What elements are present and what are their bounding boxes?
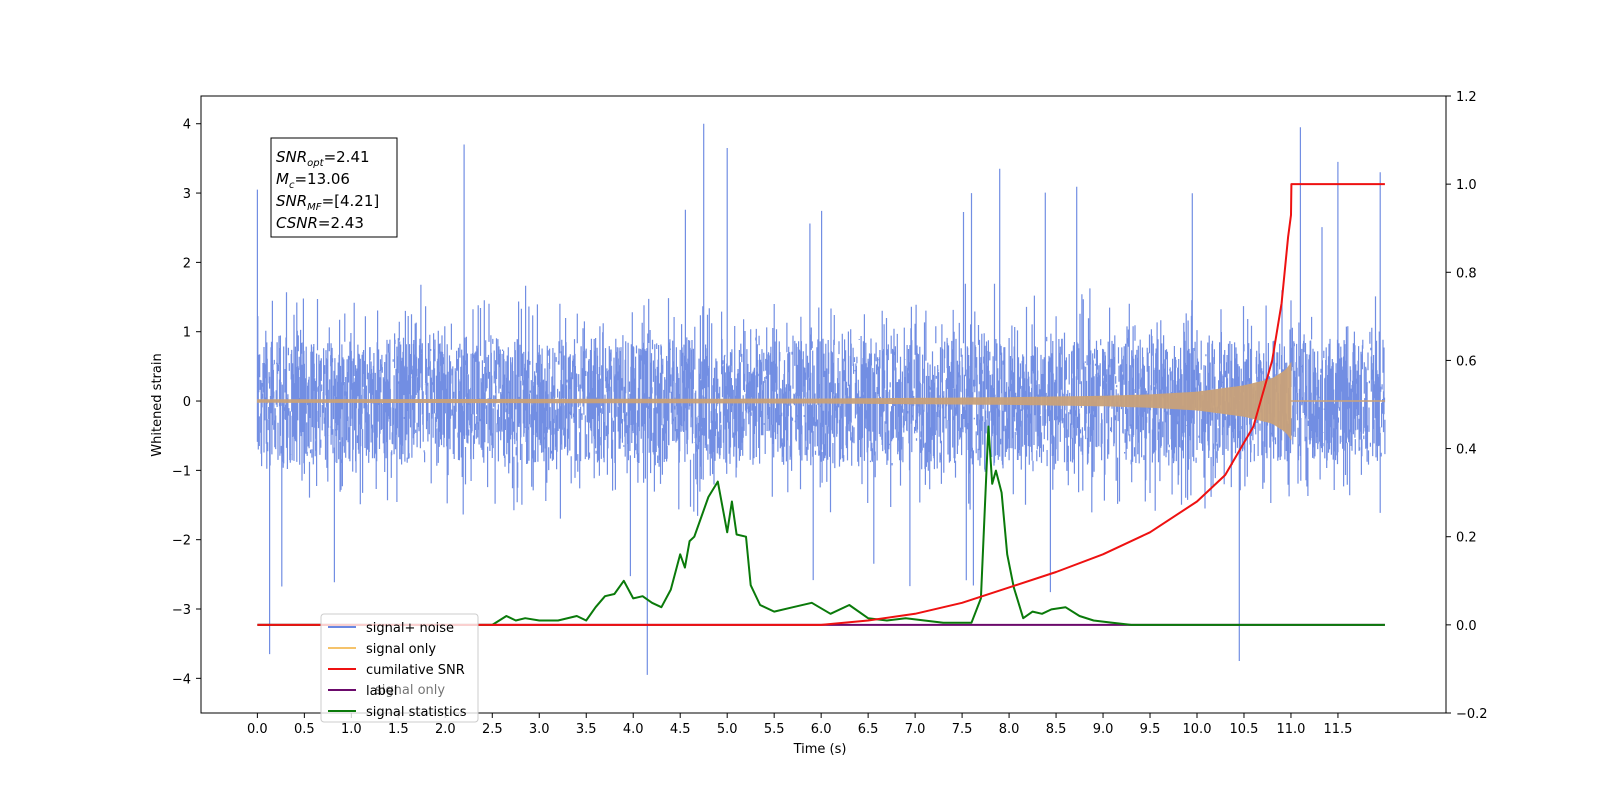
y-tick-label: 1 [183,326,191,341]
y2-tick-label: 0.6 [1456,354,1477,369]
cumulative-snr-line [257,183,1385,626]
x-tick-label: 5.0 [717,722,738,737]
signal-statistics-series [257,425,1385,626]
stats-value: =[4.21] [322,192,380,210]
x-tick-label: 5.5 [764,722,785,737]
legend-label: signal only [366,642,436,657]
legend-underlying-text: signal only [375,683,445,698]
x-tick-label: 9.0 [1093,722,1114,737]
x-tick-label: 4.5 [670,722,691,737]
x-tick-label: 4.0 [623,722,644,737]
signal-statistics-line [257,425,1385,626]
x-tick-label: 1.5 [388,722,409,737]
signal-only-series [257,361,1385,441]
x-tick-label: 1.0 [341,722,362,737]
y-tick-label: −3 [172,603,191,618]
legend-label: signal statistics [366,705,467,720]
y2-tick-label: 1.0 [1456,178,1477,193]
stats-symbol: M [276,170,289,188]
x-tick-label: 11.0 [1276,722,1305,737]
y2-tick-label: 0.4 [1456,443,1477,458]
legend-label: label [366,684,397,699]
plot-area [200,95,1447,714]
y2-tick-label: 0.8 [1456,266,1477,281]
x-tick-label: 11.5 [1323,722,1352,737]
y2-tick-label: 0.2 [1456,531,1477,546]
stats-symbol: SNR [276,148,307,166]
legend: signal only signal+ noise signal only cumil… [320,613,479,723]
signal-only-envelope [257,361,1292,441]
y-tick-label: 2 [183,256,191,271]
stats-subscript: c [289,180,295,191]
y2-tick-label: 1.2 [1456,90,1477,105]
x-tick-label: 8.5 [1046,722,1067,737]
x-tick-label: 6.0 [811,722,832,737]
y-axis-right: 1.2 1.0 0.8 0.6 0.4 0.2 0.0 −0.2 [1446,90,1488,722]
y-tick-label: 3 [183,187,191,202]
x-tick-label: 7.5 [952,722,973,737]
y-tick-label: −1 [172,464,191,479]
y-tick-label: 0 [183,395,191,410]
x-tick-label: 2.0 [435,722,456,737]
stats-value: =13.06 [294,170,350,188]
stats-line: SNRMF=[4.21] [276,192,379,213]
axes-border [200,95,1447,714]
legend-frame [320,613,479,723]
y-tick-label: 4 [183,118,191,133]
y-tick-label: −4 [172,672,191,687]
stats-value: =2.41 [324,148,370,166]
x-tick-label: 3.0 [529,722,550,737]
x-axis-label: Time (s) [793,742,847,757]
y-axis-label: Whitened strain [150,353,165,456]
x-tick-label: 10.5 [1230,722,1259,737]
stats-symbol: CSNR [276,214,318,232]
x-tick-label: 7.0 [905,722,926,737]
legend-label: cumilative SNR [366,663,465,678]
x-tick-label: 9.5 [1140,722,1161,737]
stats-line: CSNR=2.43 [276,214,364,232]
x-tick-label: 0.5 [294,722,315,737]
stats-subscript: MF [307,202,322,213]
stats-line: Mc=13.06 [276,170,350,191]
stats-subscript: opt [307,158,324,169]
cumulative-snr-series [257,183,1385,626]
stats-line: SNRopt=2.41 [276,148,370,169]
stats-value: =2.43 [318,214,364,232]
x-tick-label: 3.5 [576,722,597,737]
stats-box-frame [270,137,398,238]
x-tick-label: 10.0 [1183,722,1212,737]
legend-label: signal+ noise [366,621,454,636]
y2-tick-label: −0.2 [1456,707,1488,722]
x-tick-label: 0.0 [247,722,268,737]
x-tick-label: 2.5 [482,722,503,737]
y-axis-left: 4 3 2 1 0 −1 −2 −3 −4 [172,118,201,687]
x-axis: 0.0 0.5 1.0 1.5 2.0 2.5 3.0 3.5 4.0 4.5 5.0 5.5 6.0 6… [247,713,1352,737]
stats-symbol: SNR [276,192,307,210]
y-tick-label: −2 [172,534,191,549]
y2-tick-label: 0.0 [1456,619,1477,634]
x-tick-label: 6.5 [858,722,879,737]
x-tick-label: 8.0 [999,722,1020,737]
